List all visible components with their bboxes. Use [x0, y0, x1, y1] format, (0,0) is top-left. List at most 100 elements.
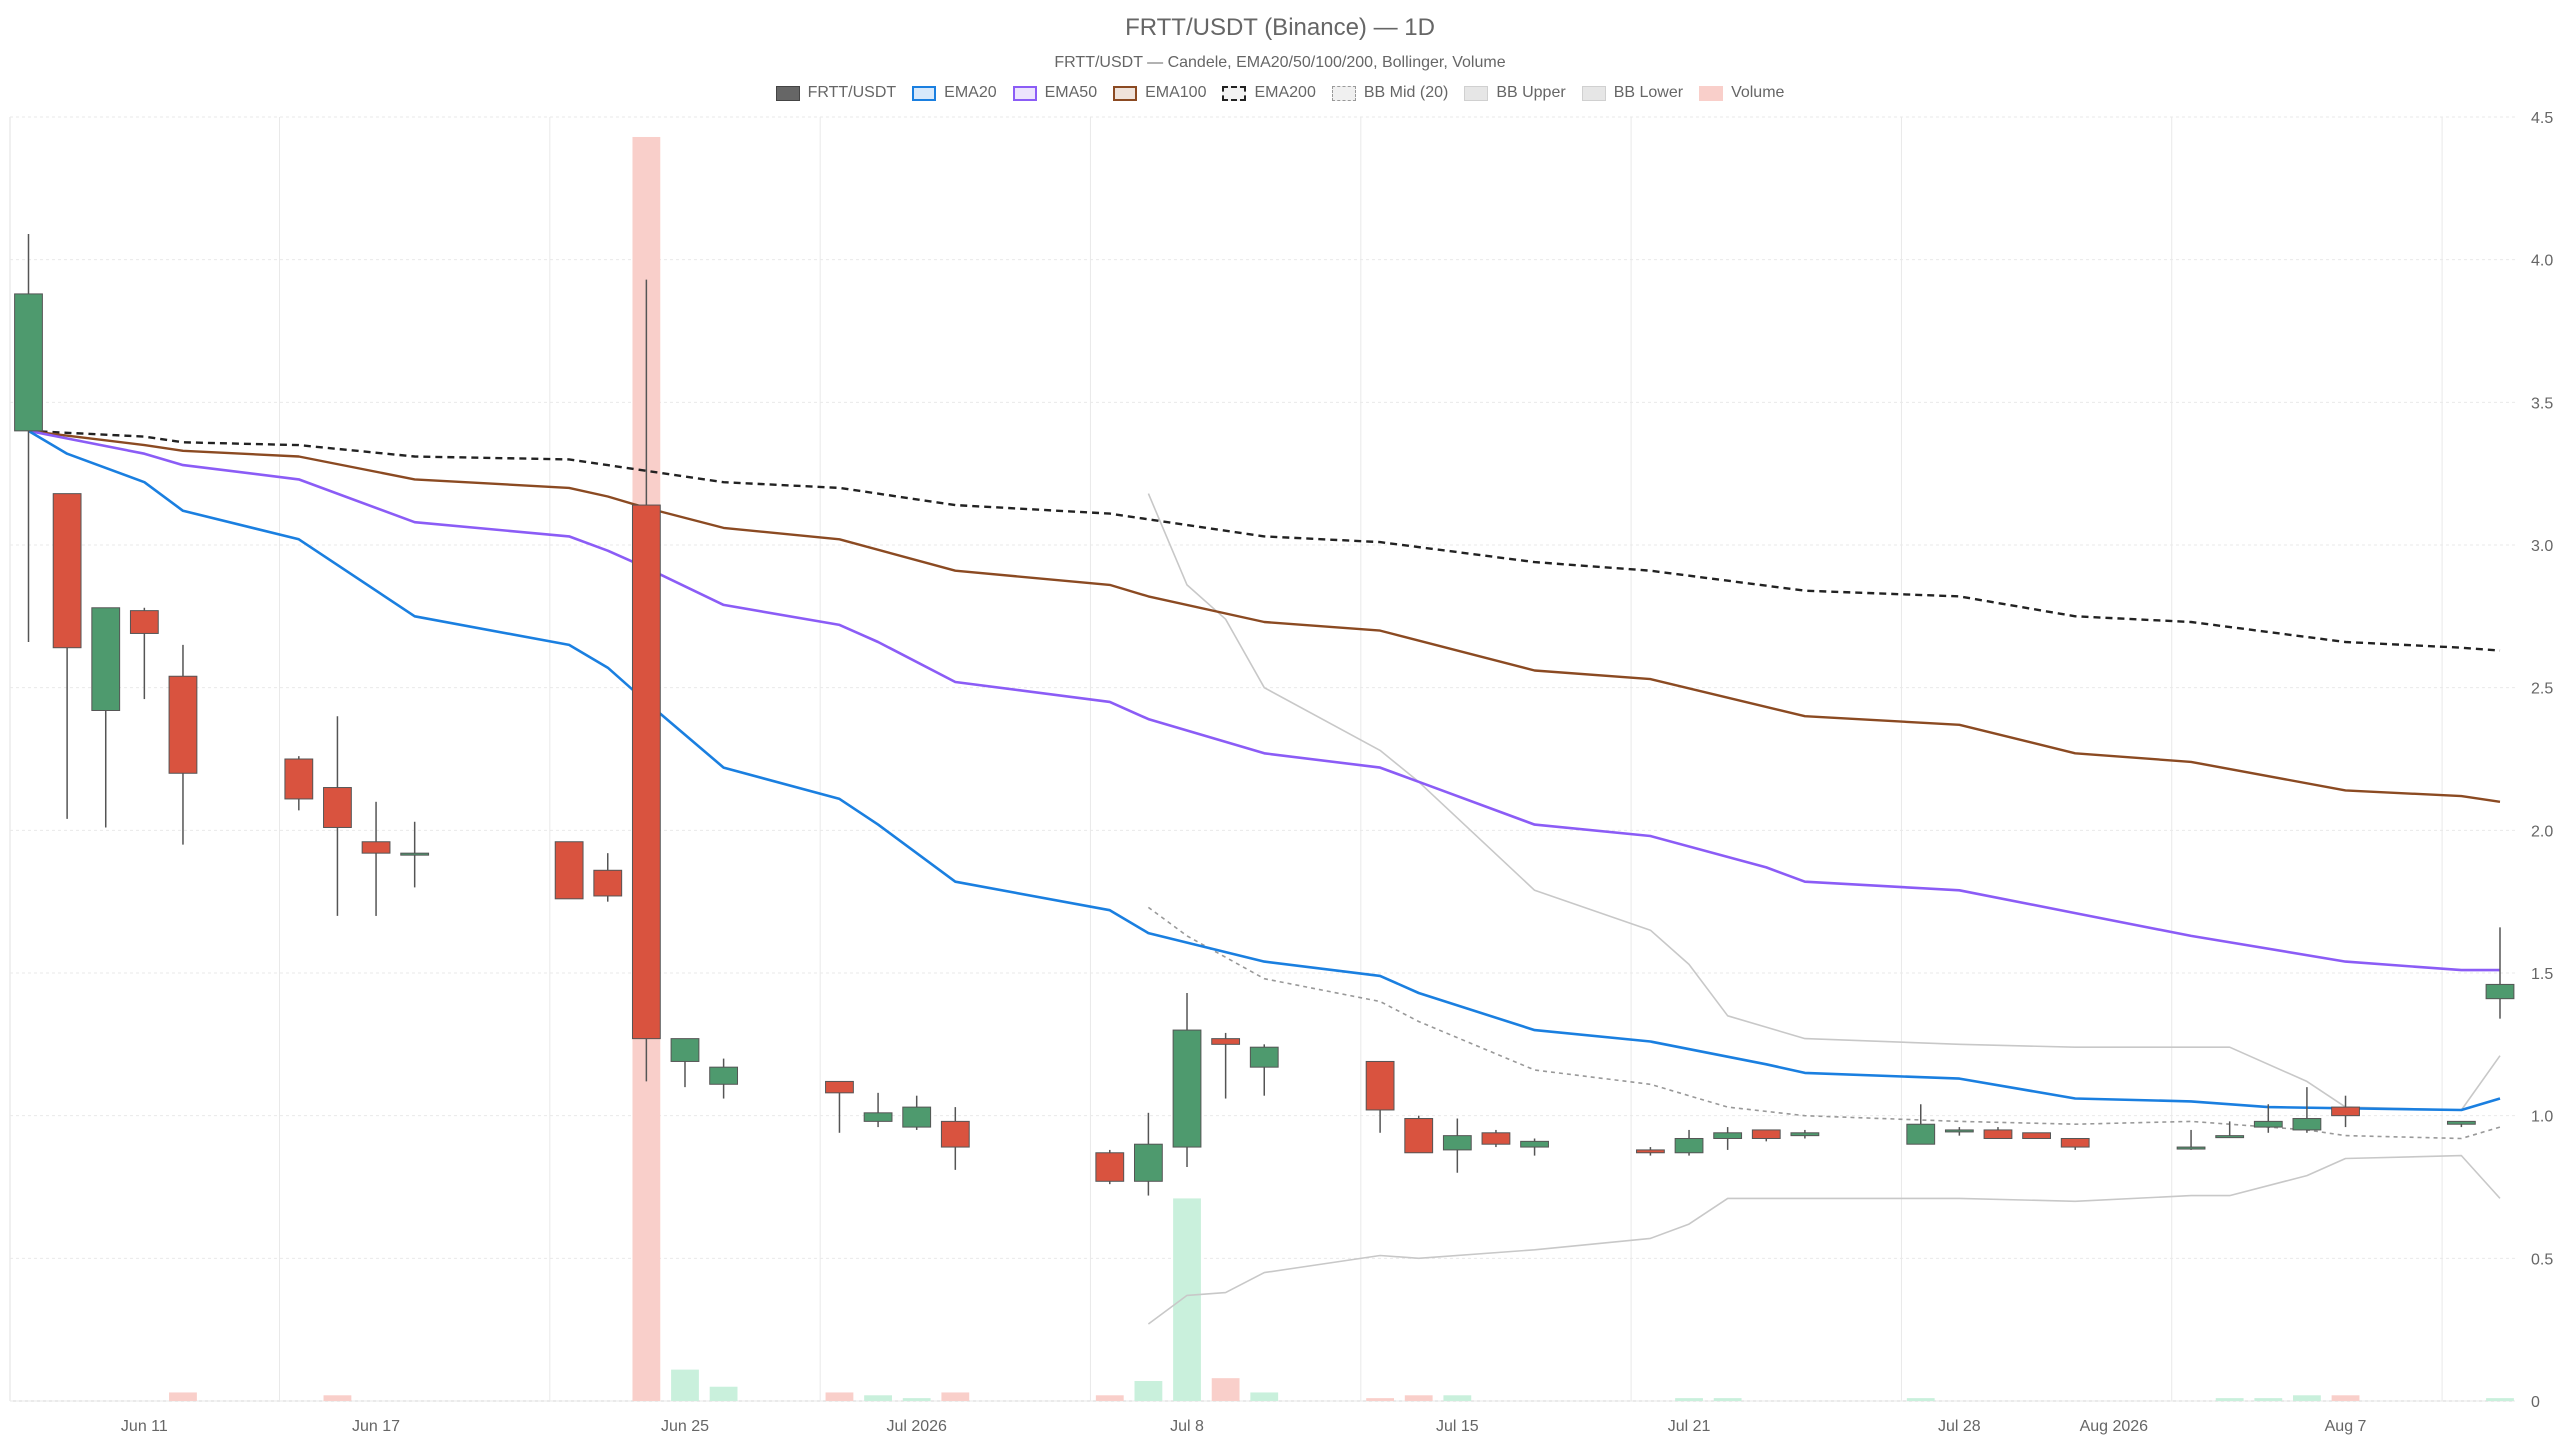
- candle: [709, 1058, 739, 1099]
- legend-item-volume[interactable]: Volume: [1699, 84, 1784, 102]
- candle-body: [129, 610, 159, 634]
- candle-body: [1249, 1046, 1279, 1068]
- candle: [825, 1080, 854, 1133]
- candle-body: [1172, 1029, 1202, 1148]
- candle: [14, 233, 43, 643]
- candle: [2022, 1132, 2051, 1139]
- legend-item-bblower[interactable]: BB Lower: [1581, 84, 1683, 102]
- candle-body: [670, 1038, 700, 1062]
- volume-bar: [1443, 1395, 1472, 1401]
- candle-body: [2022, 1132, 2051, 1139]
- candle: [1172, 992, 1202, 1168]
- legend-item-ema100[interactable]: EMA100: [1113, 84, 1206, 102]
- volume-bar: [1906, 1398, 1935, 1401]
- volume-bar: [1173, 1198, 1201, 1401]
- volume-bar: [1675, 1398, 1703, 1401]
- candle-body: [400, 852, 430, 856]
- volume-bar: [864, 1395, 892, 1401]
- ema50-line: [28, 429, 2500, 972]
- candle: [323, 716, 352, 916]
- candle: [1674, 1129, 1704, 1156]
- legend-label-ema50: EMA50: [1044, 84, 1098, 101]
- candle: [1983, 1127, 2013, 1139]
- candle: [902, 1095, 932, 1130]
- candles: [14, 233, 2515, 1196]
- candle-body: [1713, 1132, 1743, 1139]
- candle-body: [1674, 1137, 1704, 1154]
- candle-body: [91, 607, 121, 711]
- volume-bar: [2293, 1395, 2321, 1401]
- candle: [2292, 1087, 2322, 1133]
- candle: [168, 644, 198, 845]
- ema200-line: [28, 429, 2501, 652]
- volume-bar: [1404, 1395, 1433, 1401]
- y-tick-label: 3.5: [2531, 395, 2553, 412]
- bb-upper-line: [1147, 493, 2501, 1111]
- candle: [2331, 1095, 2360, 1128]
- candle: [284, 756, 314, 811]
- candle: [631, 279, 661, 1082]
- legend-item-bbupper[interactable]: BB Upper: [1464, 84, 1566, 102]
- candle-body: [863, 1112, 893, 1122]
- candle-body: [1365, 1060, 1395, 1111]
- ema20-line: [27, 429, 2501, 1112]
- candle-body: [1481, 1132, 1511, 1145]
- candle: [554, 841, 584, 900]
- candle-body: [1906, 1123, 1936, 1145]
- candle-body: [902, 1106, 932, 1128]
- x-tick-label: Jul 28: [1938, 1418, 1981, 1435]
- legend-item-candle[interactable]: FRTT/USDT: [775, 84, 897, 102]
- candle-body: [14, 293, 43, 432]
- legend-label-ema100: EMA100: [1145, 84, 1207, 101]
- y-tick-label: 0: [2531, 1394, 2540, 1411]
- legend-item-ema20[interactable]: EMA20: [912, 84, 997, 102]
- candle: [1133, 1112, 1163, 1196]
- legend-swatch-bbmid: [1331, 85, 1356, 101]
- candle: [1520, 1138, 1549, 1156]
- x-tick-label: Jul 15: [1436, 1418, 1479, 1435]
- volume-bar: [671, 1369, 699, 1401]
- bb-mid-line: [1147, 906, 2501, 1140]
- volume-bar: [902, 1398, 931, 1401]
- candle-body: [2060, 1137, 2090, 1148]
- candle: [1751, 1129, 1781, 1142]
- candle-body: [2292, 1118, 2322, 1131]
- candle: [863, 1092, 893, 1128]
- candle: [1906, 1104, 1936, 1145]
- legend-label-candle: FRTT/USDT: [807, 84, 897, 101]
- legend-label-ema20: EMA20: [944, 84, 997, 101]
- volume-bar: [169, 1392, 197, 1401]
- x-tick-label: Jul 21: [1668, 1418, 1711, 1435]
- candle-body: [2253, 1120, 2283, 1128]
- candle: [1790, 1129, 1820, 1139]
- legend-label-bbmid: BB Mid (20): [1363, 84, 1449, 101]
- candle-body: [554, 841, 584, 900]
- candle-body: [323, 787, 352, 828]
- legend-item-ema50[interactable]: EMA50: [1012, 84, 1098, 102]
- candle-body: [168, 675, 198, 774]
- candle-body: [1520, 1140, 1549, 1148]
- legend-swatch-ema200: [1222, 85, 1247, 101]
- legend-label-bbupper: BB Upper: [1496, 84, 1566, 101]
- x-tick-label: Jun 11: [121, 1418, 168, 1435]
- candle: [1095, 1149, 1125, 1185]
- candle-body: [2215, 1135, 2245, 1139]
- x-tick-label: Jun 25: [661, 1418, 709, 1435]
- legend-item-bbmid[interactable]: BB Mid (20): [1331, 84, 1449, 102]
- candle: [1713, 1127, 1743, 1150]
- volume-bar: [1134, 1381, 1163, 1401]
- legend-swatch-volume: [1699, 85, 1724, 101]
- legend-item-ema200[interactable]: EMA200: [1222, 84, 1316, 102]
- candle: [1636, 1147, 1665, 1156]
- legend-label-ema200: EMA200: [1254, 84, 1316, 101]
- candle-body: [709, 1066, 739, 1085]
- candle-body: [1095, 1152, 1125, 1182]
- candle: [361, 801, 391, 916]
- legend-swatch-bbupper: [1464, 85, 1489, 101]
- candle: [2485, 927, 2515, 1019]
- y-tick-label: 2.5: [2531, 681, 2553, 698]
- y-tick-label: 4.0: [2531, 253, 2553, 270]
- legend-swatch-bblower: [1581, 85, 1606, 101]
- candle-body: [1636, 1149, 1665, 1154]
